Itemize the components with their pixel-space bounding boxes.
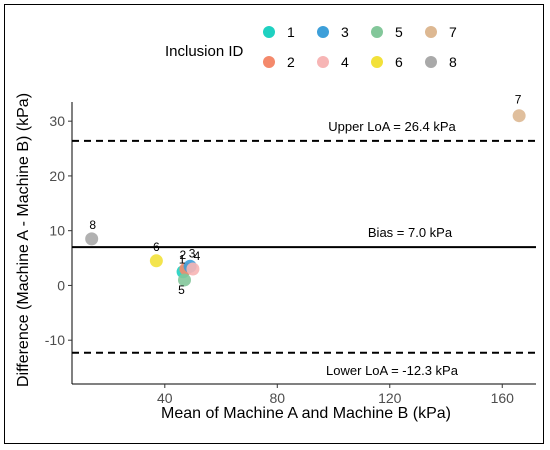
y-axis-title: Difference (Machine A - Machine B) (kPa) bbox=[15, 93, 32, 387]
legend-label-3: 3 bbox=[341, 24, 349, 40]
legend-swatch-2 bbox=[263, 56, 275, 68]
legend-swatch-5 bbox=[371, 26, 383, 38]
y-tick-label: 0 bbox=[57, 277, 65, 293]
x-tick-label: 120 bbox=[378, 390, 402, 406]
x-tick-label: 80 bbox=[269, 390, 285, 406]
legend-label-5: 5 bbox=[395, 24, 403, 40]
point-8 bbox=[85, 232, 99, 246]
legend-swatch-7 bbox=[425, 26, 437, 38]
point-6 bbox=[149, 254, 163, 268]
x-axis-title: Mean of Machine A and Machine B (kPa) bbox=[161, 405, 451, 422]
legend-label-7: 7 bbox=[449, 24, 457, 40]
point-label-1: 1 bbox=[179, 253, 186, 267]
x-tick-label: 40 bbox=[157, 390, 173, 406]
point-4 bbox=[186, 262, 200, 276]
legend-swatch-3 bbox=[317, 26, 329, 38]
upper-loa-label: Upper LoA = 26.4 kPa bbox=[328, 119, 456, 134]
legend-swatch-1 bbox=[263, 26, 275, 38]
point-label-7: 7 bbox=[515, 93, 522, 107]
bias-label: Bias = 7.0 kPa bbox=[368, 225, 453, 240]
point-label-6: 6 bbox=[153, 240, 160, 254]
y-tick-label: -10 bbox=[45, 332, 65, 348]
y-tick-label: 20 bbox=[49, 168, 65, 184]
point-5 bbox=[177, 273, 191, 287]
legend-swatch-4 bbox=[317, 56, 329, 68]
y-tick-label: 10 bbox=[49, 223, 65, 239]
point-label-2: 2 bbox=[180, 248, 187, 262]
legend-label-4: 4 bbox=[341, 54, 349, 70]
point-label-3: 3 bbox=[189, 246, 196, 260]
point-7 bbox=[512, 109, 526, 123]
legend-label-2: 2 bbox=[287, 54, 295, 70]
x-tick-label: 160 bbox=[491, 390, 515, 406]
lower-loa-label: Lower LoA = -12.3 kPa bbox=[326, 363, 459, 378]
point-label-5: 5 bbox=[178, 283, 185, 297]
legend-swatch-8 bbox=[425, 56, 437, 68]
legend-label-8: 8 bbox=[449, 54, 457, 70]
point-label-4: 4 bbox=[194, 249, 201, 263]
point-label-8: 8 bbox=[89, 218, 96, 232]
legend: Inclusion ID 1 2 3 4 5 6 7 8 bbox=[165, 24, 457, 70]
legend-title: Inclusion ID bbox=[165, 43, 244, 60]
y-tick-label: 30 bbox=[49, 113, 65, 129]
chart-frame bbox=[4, 4, 544, 444]
legend-swatch-6 bbox=[371, 56, 383, 68]
legend-label-6: 6 bbox=[395, 54, 403, 70]
legend-label-1: 1 bbox=[287, 24, 295, 40]
